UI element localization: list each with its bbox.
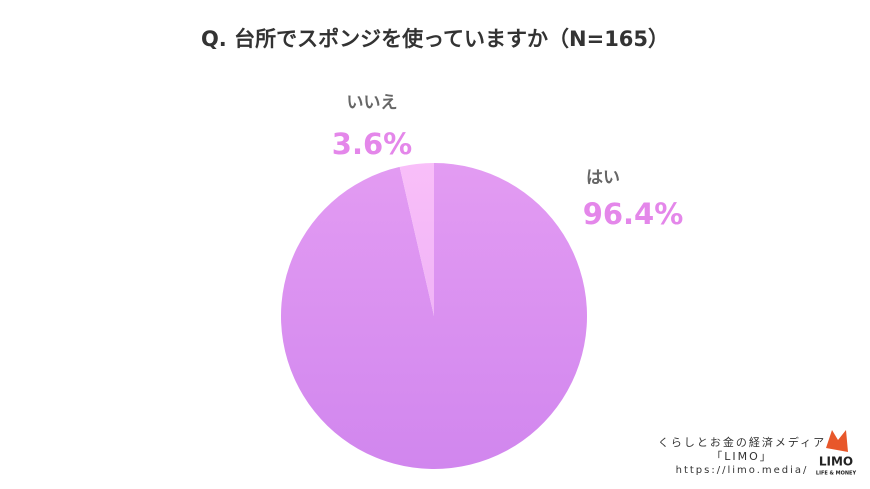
pie-shade [281,163,587,469]
value-label: 3.6% [332,127,412,161]
logo-icon [826,430,848,452]
logo: LIMO [819,455,853,469]
slice-label: はい [586,168,620,188]
footer-tagline: くらしとお金の経済メディア [658,435,826,449]
footer-url: https://limo.media/ [676,465,809,476]
value-label: 96.4% [583,197,684,231]
chart-title: Q. 台所でスポンジを使っていますか（N=165） [201,27,669,51]
logo-sub: LIFE & MONEY [816,471,857,477]
footer-brand: 「LIMO」 [711,450,773,463]
slice-label: いいえ [347,93,398,113]
